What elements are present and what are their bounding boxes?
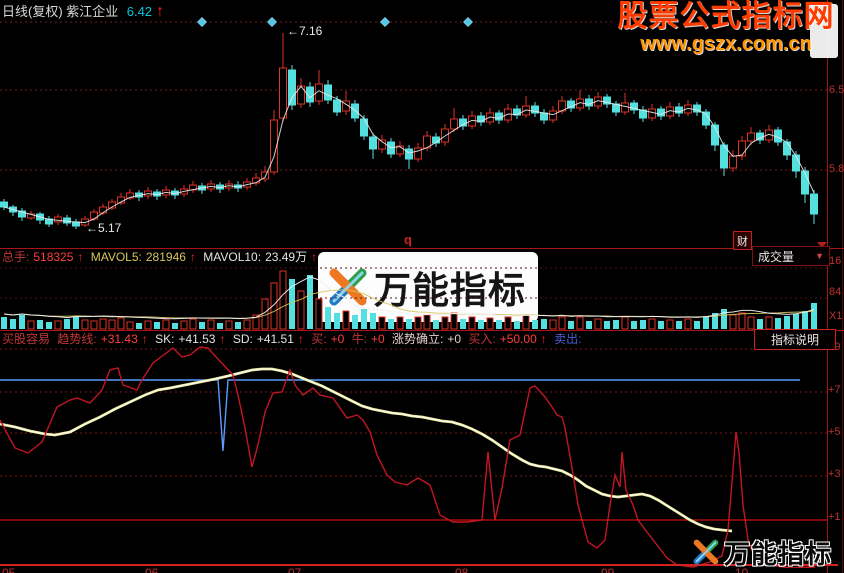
zongshou-value: 518325 — [33, 250, 74, 264]
axis-label: 84 — [829, 286, 842, 298]
up-arrow-icon: ↑ — [77, 250, 84, 264]
wanneng-watermark-center: 万能指标 — [318, 252, 538, 322]
left-arrow-icon: ← — [86, 221, 98, 235]
wanneng-watermark-text: 万能指标 — [374, 270, 526, 311]
up-arrow-icon: ↑ — [189, 250, 196, 264]
mavol5-value: 281946 — [145, 250, 186, 264]
axis-label: +5 — [828, 426, 841, 438]
month-label: 05 — [2, 566, 16, 573]
axis-label: 5.8 — [829, 163, 844, 175]
zongshou-label: 总手: — [2, 250, 30, 264]
current-price: 6.42 — [126, 4, 153, 19]
left-arrow-icon: ← — [287, 24, 299, 38]
up-arrow-icon: ↑ — [141, 332, 148, 346]
window-right-border — [842, 0, 843, 573]
axis-label: 6.5 — [829, 84, 844, 96]
bottom-axis-line — [0, 564, 838, 566]
indicator-header-row: 买股容易 趋势线: +31.43 ↑ SK: +41.53 ↑ SD: +41.51 ↑ 买… — [2, 332, 582, 346]
watermark-white-patch — [810, 4, 838, 58]
q-marker: q — [404, 232, 412, 247]
up-arrow-icon: ↑ — [540, 332, 547, 346]
volume-header-row: 总手: 518325 ↑ MAVOL5: 281946 ↑ MAVOL10: 23.49万… — [2, 250, 321, 264]
indicator-help-button[interactable]: 指标说明 — [754, 329, 836, 350]
indicator-chart-canvas[interactable] — [0, 346, 844, 568]
wanneng-watermark-bottom: 万能指标 — [690, 531, 844, 573]
high-annotation: ←7.16 — [287, 24, 323, 38]
main-chart-canvas[interactable] — [0, 0, 844, 248]
chart-title-row: 日线(复权) 紫江企业 6.42 ↑ — [2, 1, 168, 21]
selector-label: 成交量 — [758, 249, 795, 264]
up-arrow-icon: ↑ — [311, 250, 318, 264]
up-arrow-icon: ↑ — [219, 332, 226, 346]
low-annotation: ←5.17 — [86, 221, 122, 235]
axis-label: X1 — [829, 310, 843, 322]
wanneng-watermark-text: 万能指标 — [724, 538, 833, 569]
axis-label: 16 — [829, 255, 842, 267]
wanneng-logo-icon — [329, 268, 367, 306]
month-label: 10 — [735, 566, 749, 573]
axis-label: +3 — [828, 468, 841, 480]
axis-label: +1 — [828, 511, 841, 523]
chart-title: 日线(复权) 紫江企业 — [2, 4, 119, 19]
mavol5-label: MAVOL5: — [90, 250, 142, 264]
chevron-down-icon: ▼ — [815, 251, 824, 261]
axis-scroll-down-icon[interactable] — [817, 242, 827, 248]
pane-separator — [0, 248, 844, 249]
site-watermark-title: 股票公式指标网 — [617, 0, 835, 33]
volume-chart-canvas[interactable] — [0, 248, 844, 332]
month-label: 07 — [288, 566, 302, 573]
site-watermark: 股票公式指标网 www.gszx.com.cn — [610, 0, 842, 55]
pane-separator — [0, 330, 844, 331]
cai-button[interactable]: 财 — [733, 231, 752, 250]
price-up-arrow: ↑ — [156, 3, 165, 20]
wanneng-logo-icon — [693, 539, 719, 565]
month-label: 06 — [145, 566, 159, 573]
timeline-scroll-icon[interactable] — [760, 557, 768, 562]
right-axis-line — [827, 0, 828, 573]
up-arrow-icon: ↑ — [297, 332, 304, 346]
month-label: 09 — [601, 566, 615, 573]
mavol10-label: MAVOL10: — [203, 250, 262, 264]
month-label: 08 — [455, 566, 469, 573]
volume-indicator-selector[interactable]: 成交量 ▼ — [752, 246, 830, 266]
site-watermark-url: www.gszx.com.cn — [640, 33, 812, 55]
axis-label: +7 — [828, 384, 841, 396]
indicator-name: 买股容易 — [2, 332, 51, 346]
mavol10-value: 23.49万 — [265, 250, 308, 264]
